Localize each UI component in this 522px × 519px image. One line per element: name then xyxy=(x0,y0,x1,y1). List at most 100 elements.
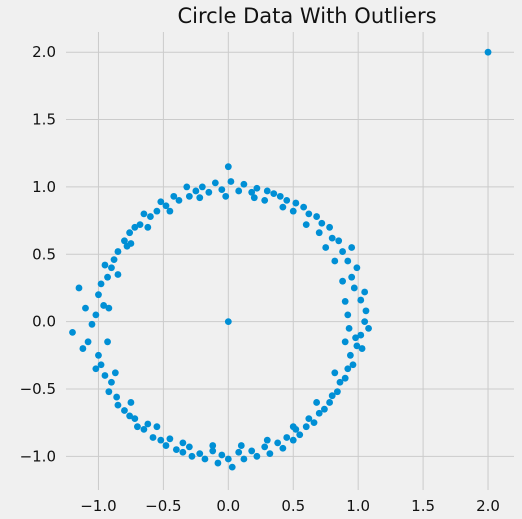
data-point xyxy=(196,194,204,202)
data-point xyxy=(185,443,193,451)
data-point xyxy=(302,221,310,229)
data-point xyxy=(263,187,271,195)
data-point xyxy=(100,302,108,309)
data-point xyxy=(263,436,271,444)
data-point xyxy=(84,338,92,346)
data-point xyxy=(179,448,187,456)
data-point xyxy=(166,435,174,443)
data-point xyxy=(114,271,122,278)
data-point xyxy=(344,365,352,373)
data-point xyxy=(198,183,206,191)
data-point xyxy=(224,318,232,326)
data-point xyxy=(183,183,191,191)
data-point xyxy=(341,298,349,305)
data-point xyxy=(179,439,187,447)
data-point xyxy=(205,188,213,196)
y-tick-label: 2.0 xyxy=(32,43,56,61)
data-point xyxy=(333,388,341,396)
data-point xyxy=(92,311,100,319)
data-point xyxy=(302,423,310,431)
data-point xyxy=(88,320,96,328)
data-point xyxy=(214,459,222,467)
data-point xyxy=(222,192,230,200)
data-point xyxy=(292,199,300,207)
data-point xyxy=(248,447,256,455)
data-point xyxy=(126,412,134,420)
data-point xyxy=(101,261,109,269)
data-point xyxy=(92,365,100,373)
data-point xyxy=(339,277,346,285)
data-point xyxy=(136,221,144,229)
data-point xyxy=(201,455,209,463)
x-tick-label: −0.5 xyxy=(145,497,181,515)
data-point xyxy=(361,318,369,326)
y-tick-label: 1.0 xyxy=(32,178,56,196)
data-point xyxy=(331,369,339,377)
data-point xyxy=(335,237,343,245)
data-point xyxy=(153,423,161,431)
data-point xyxy=(69,328,76,336)
data-point xyxy=(352,334,359,342)
data-point xyxy=(235,187,243,195)
data-point xyxy=(326,223,334,231)
data-point xyxy=(157,436,165,444)
data-point xyxy=(289,423,297,431)
data-point xyxy=(331,257,339,265)
data-point xyxy=(127,399,135,406)
x-tick-label: 0.5 xyxy=(281,497,305,515)
data-point xyxy=(121,407,128,414)
data-point xyxy=(144,223,152,231)
data-point xyxy=(162,202,170,210)
data-point xyxy=(108,378,115,386)
data-point xyxy=(328,392,336,400)
data-point xyxy=(224,163,232,171)
data-point xyxy=(348,273,356,281)
data-point xyxy=(315,409,323,417)
data-point xyxy=(111,369,119,377)
data-point xyxy=(266,450,274,458)
data-point xyxy=(276,192,284,200)
data-point xyxy=(237,442,245,449)
y-tick-label: −0.5 xyxy=(20,380,56,398)
data-point xyxy=(95,291,102,299)
data-point xyxy=(170,192,178,200)
x-tick-label: 1.5 xyxy=(411,497,435,515)
x-tick-label: −1.0 xyxy=(80,497,116,515)
data-point xyxy=(357,296,365,304)
data-point xyxy=(79,345,87,352)
data-point xyxy=(97,361,105,369)
data-point xyxy=(104,273,111,281)
data-point xyxy=(101,372,109,379)
data-point xyxy=(126,229,134,237)
data-point xyxy=(365,324,372,332)
data-point xyxy=(144,420,152,428)
data-point xyxy=(140,210,148,218)
data-point xyxy=(310,419,318,427)
data-point xyxy=(279,444,287,452)
data-point xyxy=(358,345,366,352)
data-point xyxy=(305,415,313,423)
data-point xyxy=(218,186,226,194)
y-tick-label: 0.5 xyxy=(32,245,56,263)
data-point xyxy=(315,229,323,237)
x-tick-label: 2.0 xyxy=(476,497,500,515)
data-point xyxy=(218,451,226,459)
data-point xyxy=(279,203,287,211)
data-point xyxy=(131,223,139,231)
data-point xyxy=(313,399,321,406)
data-point xyxy=(240,455,248,463)
x-tick-label: 0.0 xyxy=(216,497,240,515)
data-point xyxy=(153,207,161,215)
data-point xyxy=(350,284,358,292)
data-point xyxy=(131,415,139,423)
data-point xyxy=(328,234,336,242)
grid-lines xyxy=(66,32,514,490)
data-point xyxy=(322,244,330,251)
data-point xyxy=(127,240,135,247)
data-point xyxy=(353,264,361,272)
data-point xyxy=(97,280,105,288)
data-point xyxy=(114,248,122,255)
data-point xyxy=(283,434,291,441)
data-point xyxy=(75,284,83,292)
data-point xyxy=(274,439,282,447)
